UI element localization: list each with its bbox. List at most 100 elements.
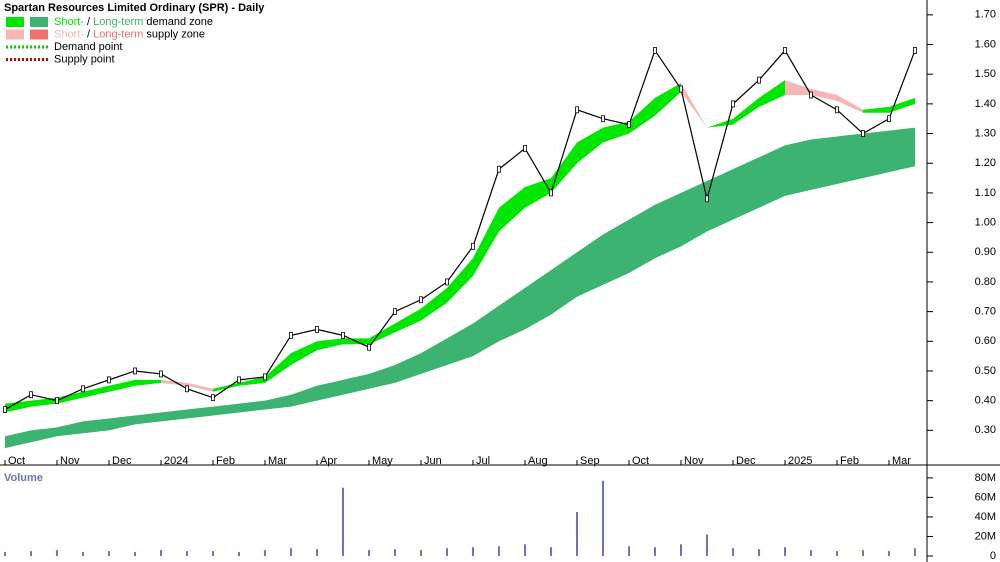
legend-text: Short-: [54, 28, 84, 40]
y-tick-label: 1.20: [975, 157, 996, 169]
price-candle: [367, 343, 371, 351]
short-term-zone: [837, 94, 863, 113]
price-candle: [861, 130, 865, 137]
long-term-zone: [525, 270, 551, 330]
short-term-zone: [759, 80, 785, 107]
y-tick-label: 0.40: [975, 395, 996, 407]
long-term-zone: [447, 323, 473, 366]
volume-tick-label: 40M: [975, 511, 996, 523]
price-candle: [835, 106, 839, 114]
short-term-zone: [577, 127, 603, 164]
volume-bar: [212, 551, 214, 556]
y-tick-label: 0.70: [975, 306, 996, 318]
x-tick-label: Aug: [528, 455, 548, 467]
long-term-zone: [213, 403, 239, 416]
short-term-zone: [31, 397, 57, 407]
long-term-zone: [83, 418, 109, 434]
legend-swatch: [6, 17, 24, 27]
short-term-zone: [135, 379, 161, 386]
volume-bar: [836, 551, 838, 556]
y-tick-label: 1.30: [975, 127, 996, 139]
long-term-zone: [499, 287, 525, 342]
x-tick-label: 2024: [164, 455, 188, 467]
long-term-zone: [551, 252, 577, 315]
legend-text: Supply point: [54, 53, 115, 65]
long-term-zone: [811, 136, 837, 190]
y-tick-label: 0.50: [975, 365, 996, 377]
price-candle: [549, 189, 553, 197]
short-term-zone: [239, 376, 265, 386]
x-tick-label: Mar: [268, 455, 287, 467]
volume-bar: [264, 550, 266, 556]
long-term-zone: [759, 145, 785, 208]
short-term-zone: [447, 258, 473, 303]
long-term-zone: [31, 427, 57, 443]
volume-bar: [446, 548, 448, 556]
y-tick-label: 0.60: [975, 335, 996, 347]
x-tick-label: Feb: [216, 455, 235, 467]
price-candle: [211, 394, 215, 402]
x-tick-label: Nov: [684, 455, 704, 467]
volume-bar: [498, 546, 500, 556]
volume-bar: [316, 549, 318, 556]
short-term-zone: [161, 379, 187, 386]
short-term-zone: [811, 89, 837, 101]
short-term-zone: [785, 80, 811, 95]
volume-bar: [342, 487, 344, 556]
legend-label: Supply point: [54, 53, 115, 65]
price-candle: [601, 115, 605, 123]
volume-bar: [732, 548, 734, 556]
price-candle: [731, 100, 735, 108]
x-tick-label: Dec: [736, 455, 756, 467]
volume-bar: [784, 547, 786, 556]
price-candle: [263, 373, 267, 381]
short-term-zone: [5, 400, 31, 413]
volume-bar: [914, 548, 916, 556]
price-candle: [107, 376, 111, 384]
x-tick-label: Oct: [8, 455, 25, 467]
y-tick-label: 1.70: [975, 9, 996, 21]
x-tick-label: Jul: [476, 455, 490, 467]
price-candle: [497, 165, 501, 173]
price-candle: [237, 376, 241, 384]
price-candle: [809, 91, 813, 99]
volume-bar: [30, 551, 32, 556]
chart-title: Spartan Resources Limited Ordinary (SPR)…: [4, 2, 265, 14]
volume-bar: [810, 550, 812, 556]
long-term-zone: [681, 181, 707, 247]
short-term-zone: [473, 207, 499, 276]
short-term-zone: [551, 142, 577, 193]
short-term-zone: [681, 83, 707, 128]
long-term-zone: [395, 353, 421, 383]
short-term-zone: [733, 97, 759, 125]
long-term-zone: [57, 421, 83, 437]
long-term-zone: [629, 204, 655, 274]
y-tick-label: 0.90: [975, 246, 996, 258]
y-tick-label: 0.80: [975, 276, 996, 288]
legend-label: Demand point: [54, 41, 123, 53]
long-term-zone: [5, 430, 31, 449]
price-candle: [471, 242, 475, 250]
legend-text: Short-: [54, 16, 84, 28]
short-term-zone: [421, 287, 447, 321]
price-candle: [523, 144, 527, 152]
long-term-zone: [343, 373, 369, 395]
long-term-zone: [655, 192, 681, 259]
price-candle: [445, 278, 449, 286]
volume-bar: [186, 551, 188, 556]
price-candle: [393, 308, 397, 316]
volume-bar: [550, 547, 552, 556]
price-candle: [627, 121, 631, 129]
legend-text: demand zone: [143, 16, 213, 28]
short-term-zone: [57, 391, 83, 404]
price-candle: [289, 331, 293, 339]
short-term-zone: [109, 379, 135, 392]
long-term-zone: [317, 379, 343, 401]
long-term-zone: [291, 385, 317, 407]
y-tick-label: 1.00: [975, 216, 996, 228]
y-tick-label: 0.30: [975, 424, 996, 436]
volume-tick-label: 0: [990, 550, 996, 562]
price-candle: [55, 397, 59, 405]
